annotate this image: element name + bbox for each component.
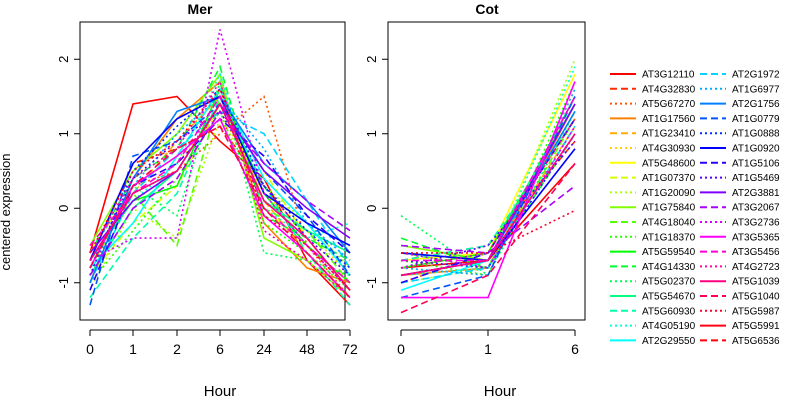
legend-label: AT3G2736 bbox=[732, 218, 780, 229]
legend-label: AT5G67270 bbox=[642, 99, 696, 110]
legend-label: AT4G05190 bbox=[642, 321, 696, 332]
cot-y-tick-label: 2 bbox=[364, 56, 379, 63]
cot-x-tick-label: 0 bbox=[397, 341, 405, 357]
legend-label: AT1G6977 bbox=[732, 84, 780, 95]
mer-x-tick-label: 48 bbox=[299, 341, 315, 357]
legend-label: AT1G5469 bbox=[732, 173, 780, 184]
legend-label: AT1G0888 bbox=[732, 129, 780, 140]
legend-label: AT4G32830 bbox=[642, 84, 696, 95]
cot-series-line bbox=[400, 163, 576, 314]
mer-series-line bbox=[89, 79, 351, 299]
legend-label: AT1G5106 bbox=[732, 158, 780, 169]
mer-panel: Mer Hour -1 0 1 2 0 1 2 6 24 48 72 bbox=[56, 1, 358, 400]
cot-series-line bbox=[400, 96, 576, 262]
cot-y-tick-label: 1 bbox=[364, 130, 379, 137]
mer-y-tick-label: 1 bbox=[56, 130, 71, 137]
mer-series-line bbox=[89, 72, 351, 261]
legend-label: AT1G18370 bbox=[642, 232, 696, 243]
legend-label: AT3G2067 bbox=[732, 203, 780, 214]
legend: AT3G12110 AT4G32830 AT5G67270 AT1G17560 AT1G… bbox=[610, 70, 780, 347]
mer-series-line bbox=[89, 102, 351, 291]
cot-series-line bbox=[400, 133, 576, 277]
mer-x-tick-label: 1 bbox=[129, 341, 137, 357]
mer-panel-title: Mer bbox=[188, 1, 213, 17]
cot-series-line bbox=[400, 125, 576, 284]
mer-y-tick-label: 0 bbox=[56, 205, 71, 212]
mer-series-lines bbox=[89, 29, 351, 306]
legend-label: AT1G0920 bbox=[732, 144, 780, 155]
cot-series-line bbox=[401, 81, 576, 299]
legend-label: AT4G2723 bbox=[732, 262, 780, 273]
legend-label: AT2G29550 bbox=[642, 336, 696, 347]
legend-label: AT5G5987 bbox=[732, 306, 780, 317]
legend-label: AT1G20090 bbox=[642, 188, 696, 199]
legend-label: AT2G3881 bbox=[732, 188, 780, 199]
legend-label: AT5G54670 bbox=[642, 292, 696, 303]
legend-label: AT5G48600 bbox=[642, 158, 696, 169]
legend-label: AT1G75840 bbox=[642, 203, 696, 214]
legend-label: AT5G6536 bbox=[732, 336, 780, 347]
mer-x-tick-label: 72 bbox=[342, 341, 358, 357]
cot-series-line bbox=[401, 209, 576, 254]
legend-label: AT5G59540 bbox=[642, 247, 696, 258]
mer-x-tick-label: 6 bbox=[216, 341, 224, 357]
legend-label: AT1G17560 bbox=[642, 114, 696, 125]
cot-panel-title: Cot bbox=[475, 1, 499, 17]
cot-panel: Cot Hour -1 0 1 2 0 1 6 bbox=[364, 1, 586, 400]
cot-series-lines bbox=[400, 58, 576, 314]
cot-series-line bbox=[400, 96, 576, 262]
mer-series-line bbox=[89, 95, 351, 284]
mer-series-line bbox=[89, 78, 351, 277]
y-axis-label: centered expression bbox=[0, 153, 13, 270]
mer-plot-frame bbox=[79, 21, 346, 321]
legend-label: AT3G12110 bbox=[642, 70, 695, 81]
mer-series-line bbox=[89, 29, 351, 291]
cot-series-line bbox=[400, 125, 576, 262]
mer-series-line bbox=[89, 110, 351, 276]
cot-series-line bbox=[400, 185, 576, 254]
cot-x-tick-label: 6 bbox=[571, 341, 579, 357]
mer-x-tick-label: 24 bbox=[256, 341, 272, 357]
legend-label: AT5G02370 bbox=[642, 277, 696, 288]
legend-label: AT5G60930 bbox=[642, 306, 696, 317]
legend-label: AT1G07370 bbox=[642, 173, 696, 184]
legend-label: AT5G1040 bbox=[732, 292, 780, 303]
legend-label: AT1G0779 bbox=[732, 114, 780, 125]
legend-label: AT5G1039 bbox=[732, 277, 780, 288]
legend-label: AT1G23410 bbox=[642, 129, 696, 140]
mer-x-tick-label: 0 bbox=[86, 341, 94, 357]
cot-x-axis-label: Hour bbox=[484, 383, 517, 400]
mer-y-tick-label: -1 bbox=[56, 277, 71, 289]
legend-label: AT4G18040 bbox=[642, 218, 696, 229]
legend-label: AT4G30930 bbox=[642, 144, 696, 155]
legend-label: AT3G5365 bbox=[732, 232, 780, 243]
cot-x-tick-label: 1 bbox=[484, 341, 492, 357]
cot-y-tick-label: -1 bbox=[364, 277, 379, 289]
legend-label: AT5G5991 bbox=[732, 321, 780, 332]
mer-series-line bbox=[89, 87, 351, 276]
mer-series-line bbox=[89, 125, 351, 299]
cot-series-line bbox=[401, 96, 576, 262]
legend-label: AT2G1972 bbox=[732, 70, 780, 81]
cot-plot-frame bbox=[387, 21, 586, 321]
legend-label: AT3G5456 bbox=[732, 247, 780, 258]
cot-y-tick-label: 0 bbox=[364, 205, 379, 212]
mer-x-tick-label: 2 bbox=[173, 341, 181, 357]
legend-label: AT4G14330 bbox=[642, 262, 696, 273]
mer-x-axis-label: Hour bbox=[204, 383, 237, 400]
legend-label: AT2G1756 bbox=[732, 99, 780, 110]
mer-y-tick-label: 2 bbox=[56, 56, 71, 63]
